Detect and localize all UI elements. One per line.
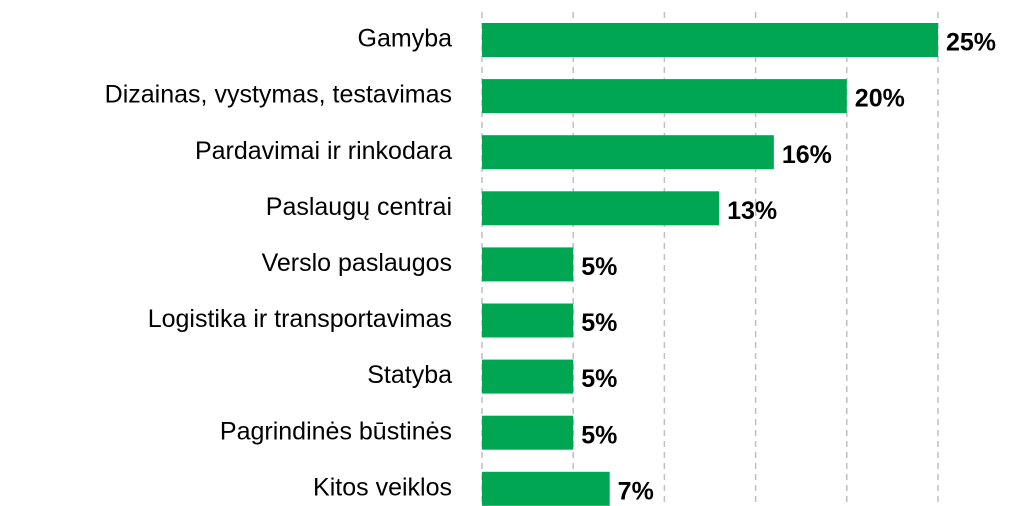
bar xyxy=(482,135,774,170)
bar xyxy=(482,359,574,394)
data-label: 25% xyxy=(946,29,996,57)
category-label: Pagrindinės būstinės xyxy=(220,417,452,445)
bar xyxy=(482,471,610,506)
category-label: Kitos veiklos xyxy=(313,473,452,501)
category-label: Gamyba xyxy=(358,25,453,53)
data-label: 5% xyxy=(581,421,617,449)
category-label: Paslaugų centrai xyxy=(266,193,452,221)
bar xyxy=(482,415,574,450)
data-label: 13% xyxy=(727,197,777,225)
data-label: 16% xyxy=(782,141,832,169)
bar xyxy=(482,247,574,282)
data-label: 5% xyxy=(581,365,617,393)
category-label: Pardavimai ir rinkodara xyxy=(195,137,452,165)
data-label: 20% xyxy=(855,85,905,113)
category-label: Statyba xyxy=(367,361,452,389)
data-label: 5% xyxy=(581,309,617,337)
bar xyxy=(482,191,720,226)
bar xyxy=(482,79,847,114)
category-label: Verslo paslaugos xyxy=(262,249,452,277)
bar xyxy=(482,303,574,338)
category-label: Logistika ir transportavimas xyxy=(148,305,452,333)
data-label: 7% xyxy=(618,477,654,505)
category-label: Dizainas, vystymas, testavimas xyxy=(105,81,452,109)
bar xyxy=(482,23,938,57)
data-label: 5% xyxy=(581,253,617,281)
